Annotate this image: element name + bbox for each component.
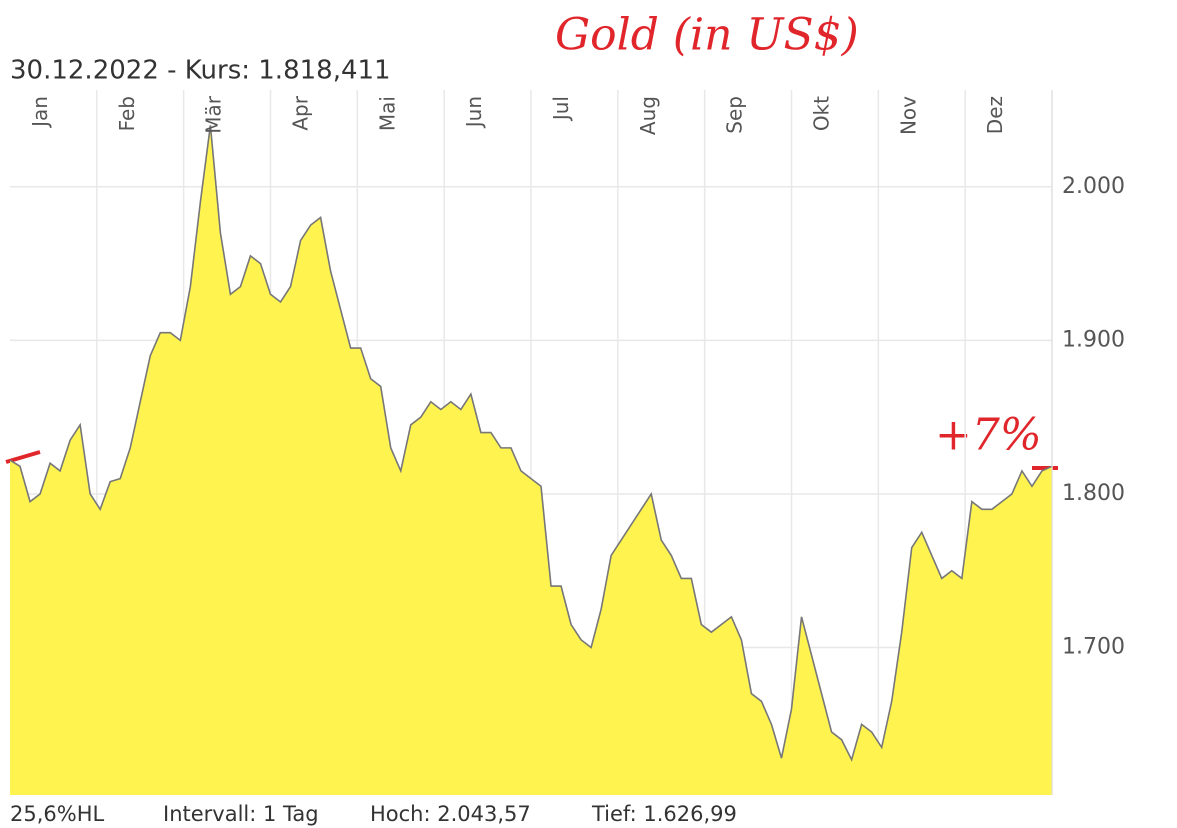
y-tick-label: 1.700 bbox=[1062, 635, 1125, 660]
header: 30.12.2022 - Kurs: 1.818,411 bbox=[10, 56, 391, 86]
line bbox=[9, 125, 1053, 762]
month-label: Nov bbox=[896, 96, 920, 135]
month-label: Mär bbox=[202, 95, 226, 134]
y-tick-label: 2.000 bbox=[1062, 174, 1125, 199]
month-label: Aug bbox=[636, 96, 660, 135]
month-label: Okt bbox=[809, 96, 833, 131]
area bbox=[10, 125, 1052, 796]
month-label: Apr bbox=[288, 95, 312, 130]
y-tick-label: 1.800 bbox=[1062, 481, 1125, 506]
stat: Hoch: 2.043,57 bbox=[370, 802, 531, 826]
stat: Intervall: 1 Tag bbox=[163, 802, 319, 826]
stat: 25,6%HL bbox=[10, 802, 105, 826]
plot-layer: 1.700 1.800 1.900 2.000 Jan Feb Mär Apr Mai Jun Ju… bbox=[9, 90, 1125, 796]
month-label: Jul bbox=[549, 96, 573, 122]
month-label: Jun bbox=[462, 96, 486, 129]
month-label: Sep bbox=[723, 96, 747, 134]
annotation-change: +7% bbox=[935, 410, 1042, 461]
y-tick-label: 1.900 bbox=[1062, 327, 1125, 352]
stat: Tief: 1.626,99 bbox=[591, 802, 737, 826]
month-label: Jan bbox=[28, 96, 52, 129]
annotation-title: Gold (in US$) bbox=[555, 10, 859, 61]
month-label: Mai bbox=[375, 96, 399, 131]
month-label: Dez bbox=[983, 96, 1007, 134]
month-label: Feb bbox=[115, 96, 139, 131]
